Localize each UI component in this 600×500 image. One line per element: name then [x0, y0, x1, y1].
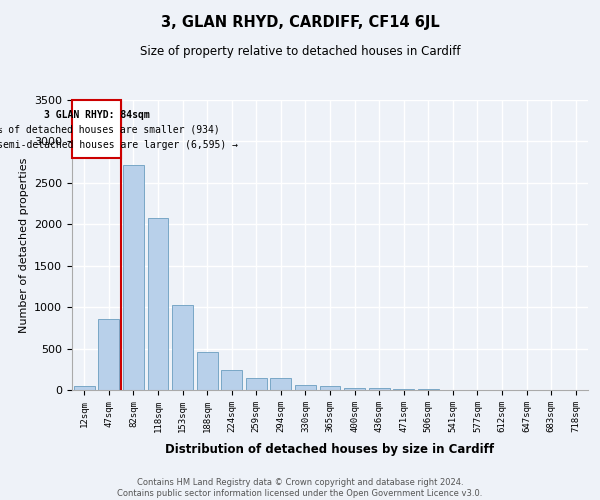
Bar [197, 352, 218, 390]
Text: Distribution of detached houses by size in Cardiff: Distribution of detached houses by size … [166, 442, 494, 456]
Text: Size of property relative to detached houses in Cardiff: Size of property relative to detached ho… [140, 45, 460, 58]
Bar [221, 370, 242, 390]
Y-axis label: Number of detached properties: Number of detached properties [19, 158, 29, 332]
Bar [271, 378, 292, 390]
Bar [74, 386, 95, 390]
Bar [344, 388, 365, 390]
Text: 87% of semi-detached houses are larger (6,595) →: 87% of semi-detached houses are larger (… [0, 140, 238, 149]
Bar [393, 389, 414, 390]
Bar [98, 318, 119, 390]
Text: ← 12% of detached houses are smaller (934): ← 12% of detached houses are smaller (93… [0, 125, 220, 135]
Bar [368, 388, 389, 390]
Bar [320, 386, 340, 390]
Bar [148, 218, 169, 390]
Text: 3 GLAN RHYD: 84sqm: 3 GLAN RHYD: 84sqm [44, 110, 149, 120]
Bar [172, 306, 193, 390]
Bar [246, 378, 267, 390]
Text: Contains HM Land Registry data © Crown copyright and database right 2024.
Contai: Contains HM Land Registry data © Crown c… [118, 478, 482, 498]
Bar [295, 384, 316, 390]
FancyBboxPatch shape [72, 100, 121, 158]
Bar [123, 164, 144, 390]
Text: 3, GLAN RHYD, CARDIFF, CF14 6JL: 3, GLAN RHYD, CARDIFF, CF14 6JL [161, 15, 439, 30]
